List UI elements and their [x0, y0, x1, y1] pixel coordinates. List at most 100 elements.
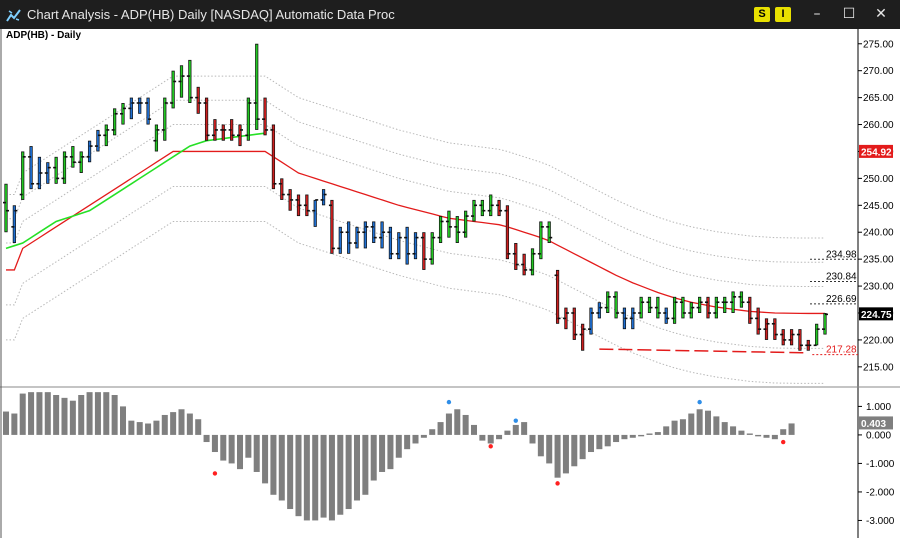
ma-value-badge	[859, 144, 893, 158]
ohlc-bar	[120, 103, 126, 125]
ohlc-bar	[3, 183, 9, 233]
ohlc-bar	[654, 296, 661, 319]
ohlc-bar	[178, 65, 185, 98]
oscillator-signal-dot	[513, 418, 518, 423]
envelope-band-4	[6, 75, 825, 239]
ohlc-bar	[128, 97, 135, 120]
oscillator-bar	[713, 416, 720, 435]
oscillator-bar	[161, 414, 168, 435]
chart-title: ADP(HB) - Daily	[6, 30, 81, 41]
ohlc-bar	[604, 291, 611, 313]
oscillator-bar	[571, 434, 578, 467]
oscillator-bar	[638, 434, 645, 437]
oscillator-bar	[312, 434, 319, 521]
ohlc-bar	[621, 307, 628, 330]
i-button[interactable]: I	[775, 7, 791, 22]
oscillator-bar	[604, 434, 611, 447]
ohlc-bar	[479, 199, 486, 217]
oscillator-axis-label: -1.000	[866, 459, 895, 470]
oscillator-bar	[404, 434, 411, 450]
ohlc-bar	[228, 119, 235, 141]
oscillator-bar	[220, 434, 227, 461]
ohlc-bar	[721, 296, 728, 313]
oscillator-bar	[696, 409, 703, 435]
oscillator-bar	[370, 434, 377, 481]
price-axis-label: 260.00	[863, 120, 894, 131]
ohlc-bar	[170, 70, 177, 109]
ohlc-bar	[822, 313, 828, 335]
ohlc-bar	[771, 318, 778, 340]
ohlc-bar	[780, 329, 787, 346]
oscillator-axis-label: -3.000	[866, 516, 895, 527]
close-icon[interactable]: ✕	[875, 6, 887, 22]
oscillator-bar	[479, 434, 486, 441]
oscillator-bar	[253, 434, 260, 472]
chart-area[interactable]: ADP(HB) - Daily 275.00 270.00 265.00 260.00 2…	[0, 29, 900, 538]
ohlc-bar	[253, 43, 260, 130]
minimize-icon[interactable]: –	[813, 6, 821, 22]
moving-average-red-line	[6, 150, 825, 315]
ohlc-bar	[337, 226, 344, 254]
ohlc-bar	[487, 194, 494, 217]
ohlc-bar	[746, 296, 753, 324]
envelope-band-2	[6, 124, 825, 288]
ohlc-bar	[320, 189, 327, 206]
ohlc-bar	[554, 269, 561, 324]
ohlc-bar	[195, 86, 202, 114]
maximize-icon[interactable]: ☐	[842, 6, 856, 22]
oscillator-bar	[596, 434, 603, 450]
ohlc-bar	[813, 323, 820, 347]
oscillator-bar	[395, 434, 402, 458]
ohlc-bar	[362, 221, 369, 249]
price-axis-label: 235.00	[863, 255, 894, 266]
ohlc-bar	[738, 291, 745, 308]
oscillator-signal-dot	[697, 399, 702, 405]
oscillator-bar	[629, 434, 636, 438]
oscillator-bar	[353, 434, 361, 501]
oscillator-signal-dot	[781, 439, 786, 445]
oscillator-bar	[721, 422, 728, 435]
ohlc-bar	[11, 205, 18, 243]
oscillator-bar	[387, 434, 394, 470]
oscillator-bar	[679, 419, 686, 435]
oscillator-bar	[621, 434, 628, 440]
ohlc-bar	[596, 302, 603, 319]
oscillator-bar	[119, 406, 127, 435]
envelope-band-1	[6, 185, 825, 349]
ohlc-bar	[663, 307, 670, 324]
oscillator-bar	[521, 422, 528, 435]
oscillator-bar	[454, 409, 461, 435]
oscillator-bar	[86, 392, 93, 435]
price-axis-label: 265.00	[863, 93, 894, 104]
oscillator-bar	[303, 434, 310, 521]
oscillator-bar	[195, 419, 202, 435]
ohlc-bar	[328, 199, 335, 254]
support-label: 217.28	[826, 345, 857, 356]
ohlc-bar	[278, 178, 285, 200]
ohlc-bar	[638, 296, 645, 319]
oscillator-bar	[554, 434, 561, 478]
last-price-badge	[859, 307, 893, 321]
ohlc-bar	[86, 140, 93, 163]
ohlc-bar	[713, 296, 720, 319]
ohlc-bar	[153, 124, 160, 152]
oscillator-bar	[295, 434, 302, 517]
ohlc-bar	[504, 205, 511, 260]
ohlc-bar	[161, 97, 168, 141]
ohlc-bar	[78, 151, 85, 173]
oscillator-bar	[412, 434, 419, 444]
oscillator-bar	[228, 434, 235, 464]
ohlc-bar	[512, 243, 519, 270]
oscillator-bar	[487, 434, 494, 444]
ohlc-bar	[379, 221, 386, 249]
oscillator-bar	[203, 434, 210, 443]
oscillator-bar	[44, 392, 51, 435]
ohlc-bar	[755, 307, 762, 335]
oscillator-bar	[504, 430, 511, 435]
ohlc-bar	[136, 97, 143, 114]
ohlc-bar	[629, 307, 636, 330]
ohlc-bar	[103, 124, 110, 147]
oscillator-bar	[236, 434, 244, 470]
ohlc-bar	[270, 124, 277, 190]
s-button[interactable]: S	[754, 7, 770, 22]
